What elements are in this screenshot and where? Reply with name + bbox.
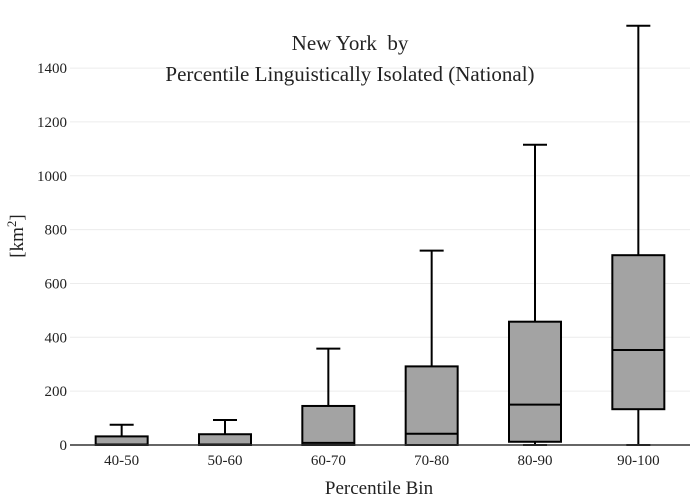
x-axis-label: Percentile Bin: [325, 478, 434, 499]
box-50-60: [198, 418, 252, 447]
x-tick-label-40-50: 40-50: [104, 453, 139, 469]
y-axis-ticks: 0 200 400 600 800 1000 1200 1400: [37, 61, 67, 454]
x-tick-label-70-80: 70-80: [414, 453, 449, 469]
y-tick-label-200: 200: [45, 384, 68, 400]
box-70-80: [404, 249, 459, 446]
chart-title-line-2: Percentile Linguistically Isolated (Nati…: [165, 62, 534, 86]
box-80-90: [508, 143, 562, 446]
y-tick-label-1200: 1200: [37, 115, 67, 131]
y-tick-label-800: 800: [45, 223, 68, 239]
x-axis-ticks: 40-50 50-60 60-70 70-80 80-90 90-100: [104, 453, 659, 469]
y-axis-label-base: [km: [7, 227, 28, 258]
y-axis-label: [km2]: [4, 214, 28, 257]
x-tick-label-50-60: 50-60: [208, 453, 243, 469]
iqr-box: [198, 433, 252, 447]
box-90-100: [611, 24, 666, 446]
boxes: [94, 24, 666, 447]
iqr-box: [611, 254, 666, 411]
y-tick-label-600: 600: [45, 276, 68, 292]
x-tick-label-80-90: 80-90: [518, 453, 553, 469]
y-axis-label-end: ]: [7, 214, 28, 220]
box-60-70: [301, 347, 356, 447]
iqr-box: [301, 404, 356, 447]
y-tick-label-1400: 1400: [37, 61, 67, 77]
y-tick-label-1000: 1000: [37, 169, 67, 185]
y-tick-label-0: 0: [60, 438, 68, 454]
x-tick-label-60-70: 60-70: [311, 453, 346, 469]
box-40-50: [94, 423, 149, 446]
x-tick-label-90-100: 90-100: [617, 453, 660, 469]
chart-title-line-1: New York by: [292, 31, 409, 55]
y-tick-label-400: 400: [45, 330, 68, 346]
y-axis-label-superscript: 2: [4, 221, 19, 228]
iqr-box: [508, 320, 562, 443]
iqr-box: [404, 365, 459, 446]
gridlines: [70, 67, 690, 392]
